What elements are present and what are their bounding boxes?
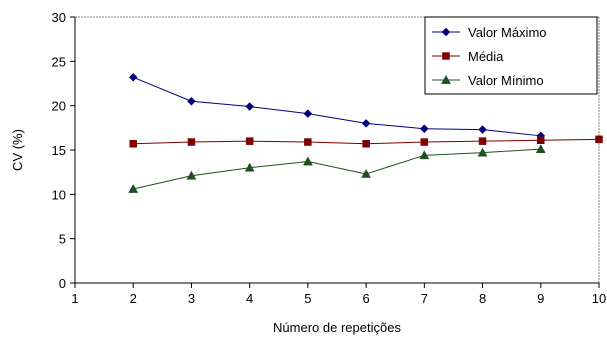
legend-item: Valor Máximo — [432, 25, 547, 40]
data-point — [303, 109, 313, 119]
series-0 — [128, 72, 546, 141]
series-layer — [128, 72, 603, 193]
x-tick-label: 5 — [304, 291, 311, 306]
x-tick-label: 8 — [479, 291, 486, 306]
data-point — [362, 140, 370, 148]
data-point — [128, 183, 139, 193]
x-tick-label: 6 — [362, 291, 369, 306]
series-1 — [129, 135, 603, 148]
y-tick-label: 30 — [52, 10, 66, 25]
data-point — [420, 138, 429, 146]
x-tick-label: 7 — [421, 291, 428, 306]
data-point — [129, 140, 137, 148]
legend-marker — [441, 27, 451, 37]
data-point — [419, 124, 429, 134]
data-point — [245, 102, 255, 111]
y-tick-label: 25 — [52, 54, 66, 69]
data-point — [478, 125, 487, 134]
x-tick-label: 4 — [246, 291, 253, 306]
legend-label: Valor Máximo — [468, 25, 547, 40]
x-tick-label: 9 — [537, 291, 544, 306]
y-tick-label: 5 — [59, 232, 66, 247]
data-point — [302, 156, 313, 166]
y-tick-label: 10 — [52, 187, 66, 202]
x-tick-label: 10 — [592, 291, 606, 306]
data-point — [361, 119, 371, 128]
legend-item: Valor Mínimo — [432, 73, 544, 88]
series-line — [133, 148, 541, 190]
data-point — [478, 137, 487, 145]
data-point — [535, 144, 546, 153]
x-tick-label: 1 — [71, 291, 78, 306]
data-point — [244, 162, 255, 172]
data-point — [419, 150, 430, 160]
legend-marker — [442, 52, 450, 60]
data-point — [128, 72, 138, 82]
legend: Valor Máximo Média Valor Mínimo — [424, 16, 598, 95]
data-point — [245, 137, 254, 145]
legend-label: Média — [468, 49, 504, 64]
data-point — [595, 135, 603, 144]
axes: 0 5 10 15 20 25 30 1 2 3 4 5 6 7 8 9 10 — [52, 10, 607, 306]
data-point — [537, 136, 545, 144]
y-tick-label: 20 — [52, 99, 66, 114]
y-axis-label: CV (%) — [10, 129, 25, 171]
data-point — [477, 147, 488, 157]
legend-label: Valor Mínimo — [468, 73, 544, 88]
series-2 — [128, 144, 546, 193]
data-point — [361, 168, 372, 178]
y-tick-label: 0 — [59, 276, 66, 291]
legend-item: Média — [432, 49, 504, 64]
data-point — [186, 170, 197, 180]
data-point — [304, 138, 312, 146]
legend-marker — [441, 74, 451, 84]
data-point — [187, 138, 196, 146]
x-axis-label: Número de repetições — [273, 320, 401, 335]
x-tick-label: 3 — [188, 291, 195, 306]
y-tick-label: 15 — [52, 143, 66, 158]
data-point — [187, 96, 196, 106]
x-tick-label: 2 — [130, 291, 137, 306]
series-line — [133, 76, 541, 137]
